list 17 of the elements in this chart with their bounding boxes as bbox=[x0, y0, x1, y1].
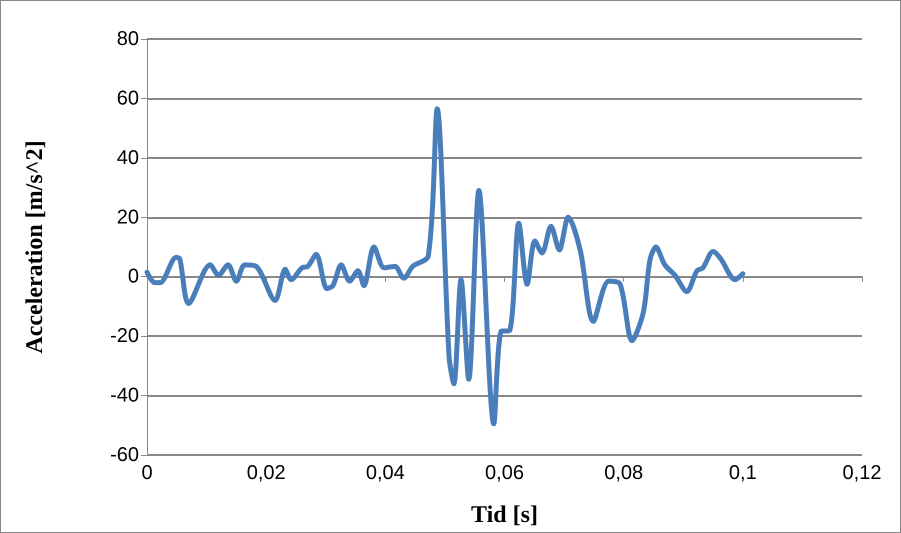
x-tick-label: 0,12 bbox=[842, 462, 882, 484]
y-tick-label: 0 bbox=[128, 266, 139, 288]
x-tick-label: 0 bbox=[141, 462, 153, 484]
y-tick-label: -20 bbox=[110, 325, 139, 348]
y-axis-title: Acceleration [m/s^2] bbox=[22, 140, 48, 354]
x-tick-label: 0,04 bbox=[366, 462, 405, 484]
y-tick-label: 60 bbox=[116, 87, 139, 110]
y-tick-label: 80 bbox=[116, 28, 139, 50]
x-tick-label: 0,1 bbox=[728, 462, 757, 484]
x-tick-label: 0,02 bbox=[246, 462, 286, 484]
y-tick-label: 40 bbox=[116, 146, 139, 169]
x-tick-label: 0,06 bbox=[485, 462, 524, 484]
y-tick-label: -40 bbox=[110, 384, 139, 407]
x-tick-label: 0,08 bbox=[604, 462, 644, 484]
y-tick-label: 20 bbox=[116, 206, 139, 228]
x-axis-title: Tid [s] bbox=[471, 502, 538, 528]
y-tick-label: -60 bbox=[110, 444, 139, 466]
